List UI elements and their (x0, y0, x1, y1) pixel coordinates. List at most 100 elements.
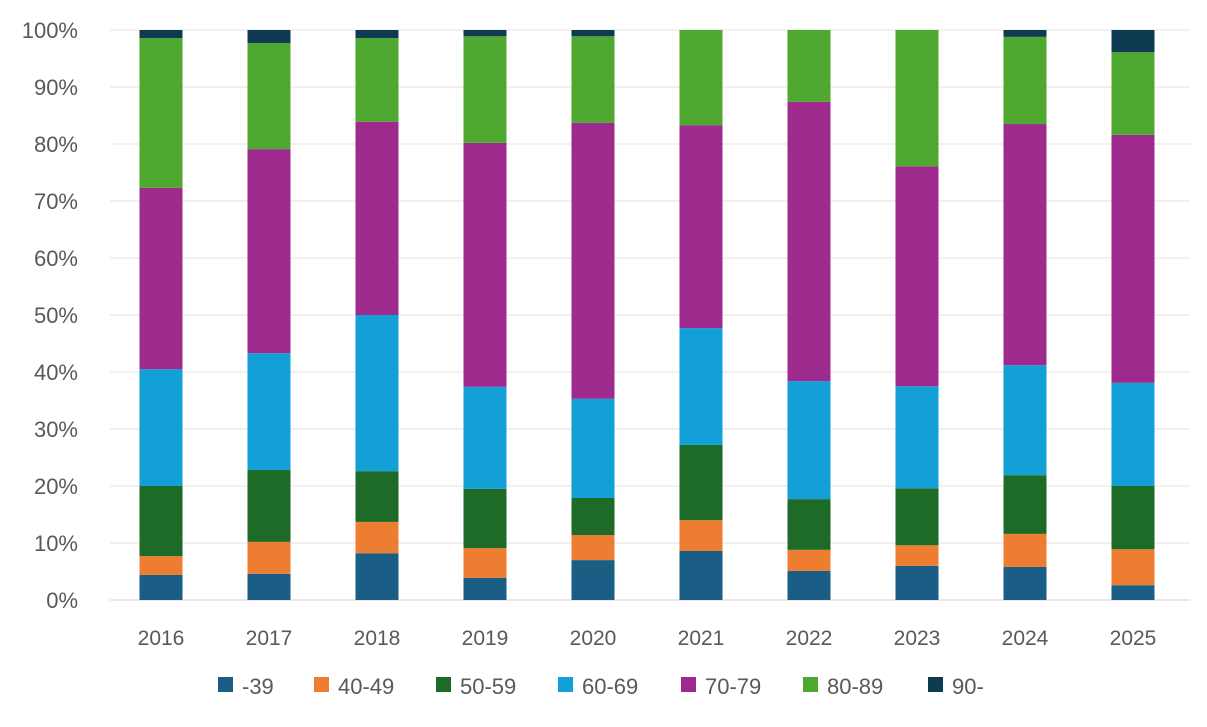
bar-segment-90-2016 (139, 30, 183, 38)
bar-segment-6069-2021 (679, 328, 723, 445)
y-tick-label: 50% (34, 303, 78, 328)
x-tick-label: 2021 (678, 627, 725, 650)
bar-segment-5059-2022 (787, 499, 831, 550)
x-tick-label: 2024 (1002, 627, 1049, 650)
bar-segment-8089-2022 (787, 30, 831, 102)
legend-label: 70-79 (705, 674, 761, 699)
bar-segment-90-2025 (1111, 30, 1155, 53)
bar-segment-7079-2022 (787, 101, 831, 382)
x-tick-label: 2017 (246, 627, 293, 650)
x-tick-label: 2022 (786, 627, 833, 650)
y-tick-label: 90% (34, 75, 78, 100)
bar-segment-8089-2018 (355, 37, 399, 122)
y-tick-label: 40% (34, 360, 78, 385)
bar-segment-5059-2021 (679, 444, 723, 521)
bar-segment-39-2018 (355, 553, 399, 600)
bar-segment-4049-2024 (1003, 533, 1047, 567)
x-axis-ticks: 2016 2017 2018 2019 2020 2021 2022 2023 2024 2025 (138, 627, 1157, 650)
legend-swatch (803, 677, 818, 692)
legend-swatch (314, 677, 329, 692)
legend-label: 90- (952, 674, 984, 699)
bar-segment-4049-2025 (1111, 549, 1155, 586)
bar-segment-6069-2016 (139, 369, 183, 486)
bar-segment-4049-2018 (355, 521, 399, 554)
bar-segment-90-2019 (463, 30, 507, 37)
legend: -39 40-49 50-59 60-69 70-79 80-89 90- (218, 674, 984, 699)
y-tick-label: 60% (34, 246, 78, 271)
legend-label: 40-49 (338, 674, 394, 699)
x-tick-label: 2019 (462, 627, 509, 650)
bar-segment-39-2024 (1003, 566, 1047, 600)
bar-segment-8089-2021 (679, 30, 723, 126)
legend-label: -39 (242, 674, 274, 699)
bar-segment-90-2024 (1003, 30, 1047, 37)
bar-segment-39-2025 (1111, 585, 1155, 600)
bar-segment-4049-2017 (247, 541, 291, 574)
bar-segment-4049-2023 (895, 545, 939, 566)
bar-segment-39-2020 (571, 560, 615, 600)
x-tick-label: 2025 (1110, 627, 1157, 650)
bar-segment-39-2017 (247, 573, 291, 600)
bar-segment-6069-2019 (463, 386, 507, 489)
bar-segment-39-2022 (787, 570, 831, 600)
bar-segment-8089-2016 (139, 37, 183, 188)
x-tick-label: 2016 (138, 627, 185, 650)
bar-segment-39-2023 (895, 565, 939, 600)
legend-swatch (218, 677, 233, 692)
bar-segment-39-2021 (679, 550, 723, 600)
bar-segment-6069-2023 (895, 386, 939, 489)
bar-segment-7079-2020 (571, 122, 615, 399)
bar-segment-5059-2025 (1111, 486, 1155, 550)
bar-segment-6069-2017 (247, 353, 291, 471)
bar-segment-6069-2025 (1111, 382, 1155, 486)
y-tick-label: 80% (34, 132, 78, 157)
bar-segment-7079-2021 (679, 125, 723, 329)
y-axis-ticks: 0% 10% 20% 30% 40% 50% 60% 70% 80% 90% 100% (22, 18, 78, 613)
bar-segment-8089-2020 (571, 36, 615, 123)
bar-segment-5059-2024 (1003, 475, 1047, 534)
bar-segment-4049-2020 (571, 535, 615, 561)
bar-segment-4049-2021 (679, 520, 723, 551)
x-tick-label: 2023 (894, 627, 941, 650)
y-tick-label: 100% (22, 18, 78, 43)
bars (139, 30, 1155, 600)
bar-segment-7079-2025 (1111, 134, 1155, 383)
bar-segment-7079-2024 (1003, 124, 1047, 366)
y-tick-label: 0% (46, 588, 78, 613)
x-tick-label: 2018 (354, 627, 401, 650)
bar-segment-4049-2016 (139, 556, 183, 575)
bar-segment-8089-2025 (1111, 52, 1155, 135)
legend-swatch (558, 677, 573, 692)
bar-segment-5059-2023 (895, 488, 939, 546)
bar-segment-8089-2019 (463, 36, 507, 143)
bar-segment-5059-2018 (355, 471, 399, 522)
bar-segment-39-2016 (139, 574, 183, 600)
bar-segment-4049-2022 (787, 549, 831, 571)
bar-segment-7079-2023 (895, 166, 939, 387)
bar-segment-90-2018 (355, 30, 399, 38)
bar-segment-90-2017 (247, 30, 291, 44)
y-tick-label: 20% (34, 474, 78, 499)
bar-segment-6069-2018 (355, 315, 399, 472)
bar-segment-6069-2020 (571, 398, 615, 498)
legend-label: 80-89 (827, 674, 883, 699)
bar-segment-5059-2017 (247, 470, 291, 542)
bar-segment-8089-2024 (1003, 36, 1047, 125)
bar-segment-8089-2017 (247, 43, 291, 150)
bar-segment-4049-2019 (463, 548, 507, 578)
bar-segment-6069-2024 (1003, 365, 1047, 476)
bar-segment-5059-2016 (139, 486, 183, 557)
legend-swatch (681, 677, 696, 692)
y-tick-label: 70% (34, 189, 78, 214)
legend-label: 50-59 (460, 674, 516, 699)
bar-segment-8089-2023 (895, 30, 939, 167)
y-tick-label: 10% (34, 531, 78, 556)
y-tick-label: 30% (34, 417, 78, 442)
bar-segment-7079-2017 (247, 149, 291, 354)
bar-segment-6069-2022 (787, 381, 831, 500)
bar-segment-5059-2019 (463, 488, 507, 549)
bar-segment-90-2020 (571, 30, 615, 37)
bar-segment-5059-2020 (571, 497, 615, 536)
x-tick-label: 2020 (570, 627, 617, 650)
